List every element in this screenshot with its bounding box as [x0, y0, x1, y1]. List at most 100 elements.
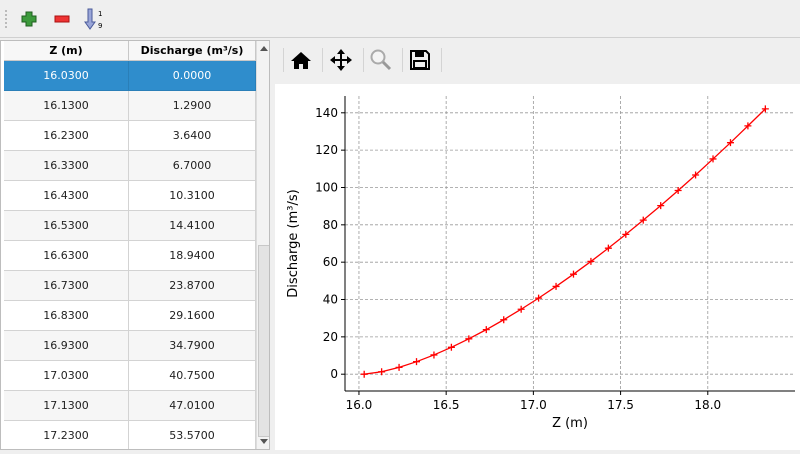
data-table: Z (m) Discharge (m³/s) 16.0300 0.0000 16.1… [0, 40, 270, 450]
data-point [726, 139, 734, 147]
table-row[interactable]: 16.9300 34.7900 [4, 331, 256, 361]
home-icon [291, 52, 311, 69]
add-row-button[interactable] [17, 7, 41, 31]
plot-toolbar [275, 40, 800, 80]
x-tick-label: 17.0 [520, 398, 547, 412]
discharge-cell[interactable]: 6.7000 [129, 151, 256, 181]
z-cell[interactable]: 16.5300 [4, 211, 129, 241]
z-cell[interactable]: 16.1300 [4, 91, 129, 121]
data-point [744, 122, 752, 130]
zoom-button[interactable] [367, 46, 395, 74]
discharge-cell[interactable]: 34.7900 [129, 331, 256, 361]
discharge-cell[interactable]: 53.5700 [129, 421, 256, 449]
scroll-thumb[interactable] [258, 245, 269, 437]
data-point [587, 257, 595, 265]
data-point [413, 358, 421, 366]
data-point [430, 351, 438, 359]
discharge-cell[interactable]: 29.1600 [129, 301, 256, 331]
table-row[interactable]: 16.1300 1.2900 [4, 91, 256, 121]
column-header-z[interactable]: Z (m) [4, 41, 129, 60]
svg-text:1: 1 [98, 10, 102, 18]
data-point [517, 305, 525, 313]
y-tick-label: 40 [323, 293, 338, 307]
table-row[interactable]: 17.0300 40.7500 [4, 361, 256, 391]
move-icon [330, 49, 352, 71]
data-point [639, 216, 647, 224]
z-cell[interactable]: 16.6300 [4, 241, 129, 271]
table-header: Z (m) Discharge (m³/s) [4, 41, 256, 61]
discharge-cell[interactable]: 47.0100 [129, 391, 256, 421]
table-row[interactable]: 16.4300 10.3100 [4, 181, 256, 211]
x-tick-label: 18.0 [694, 398, 721, 412]
z-cell[interactable]: 16.4300 [4, 181, 129, 211]
sort-ascending-icon: 19 [84, 8, 102, 30]
data-point [500, 316, 508, 324]
z-cell[interactable]: 16.2300 [4, 121, 129, 151]
discharge-cell[interactable]: 14.4100 [129, 211, 256, 241]
discharge-cell[interactable]: 40.7500 [129, 361, 256, 391]
table-row[interactable]: 16.3300 6.7000 [4, 151, 256, 181]
y-tick-label: 0 [330, 367, 338, 381]
x-tick-label: 16.0 [346, 398, 373, 412]
z-cell[interactable]: 16.8300 [4, 301, 129, 331]
discharge-cell[interactable]: 1.2900 [129, 91, 256, 121]
discharge-cell[interactable]: 18.9400 [129, 241, 256, 271]
discharge-cell[interactable]: 10.3100 [129, 181, 256, 211]
remove-row-button[interactable] [50, 7, 74, 31]
z-cell[interactable]: 16.0300 [4, 61, 129, 91]
floppy-disk-icon [410, 50, 430, 70]
data-point [674, 186, 682, 194]
y-tick-label: 60 [323, 255, 338, 269]
table-row[interactable]: 16.0300 0.0000 [4, 61, 256, 91]
table-row[interactable]: 16.6300 18.9400 [4, 241, 256, 271]
svg-text:9: 9 [98, 22, 102, 30]
y-tick-label: 100 [315, 180, 338, 194]
z-cell[interactable]: 16.9300 [4, 331, 129, 361]
x-axis-label: Z (m) [552, 416, 588, 431]
plus-icon [21, 11, 37, 27]
data-point [692, 171, 700, 179]
discharge-cell[interactable]: 0.0000 [129, 61, 256, 91]
y-tick-label: 20 [323, 330, 338, 344]
table-row[interactable]: 16.8300 29.1600 [4, 301, 256, 331]
discharge-chart: 16.0 16.5 17.0 17.5 18.0 0 20 40 60 80 100 120 140 Z … [286, 96, 795, 431]
plot-canvas[interactable]: 16.0 16.5 17.0 17.5 18.0 0 20 40 60 80 100 120 140 Z … [275, 84, 800, 450]
table-row[interactable]: 16.2300 3.6400 [4, 121, 256, 151]
data-point [447, 343, 455, 351]
data-point [465, 335, 473, 343]
home-button[interactable] [287, 46, 315, 74]
z-cell[interactable]: 16.3300 [4, 151, 129, 181]
save-button[interactable] [406, 46, 434, 74]
data-point [552, 282, 560, 290]
data-point [569, 270, 577, 278]
table-row[interactable]: 17.2300 53.5700 [4, 421, 256, 449]
z-cell[interactable]: 17.0300 [4, 361, 129, 391]
z-cell[interactable]: 17.1300 [4, 391, 129, 421]
pan-button[interactable] [327, 46, 355, 74]
y-tick-label: 120 [315, 143, 338, 157]
table-row[interactable]: 16.7300 23.8700 [4, 271, 256, 301]
toolbar-grip[interactable] [5, 10, 8, 28]
column-header-discharge[interactable]: Discharge (m³/s) [129, 41, 256, 60]
discharge-cell[interactable]: 3.6400 [129, 121, 256, 151]
data-point [657, 202, 665, 210]
data-point [535, 294, 543, 302]
table-row[interactable]: 17.1300 47.0100 [4, 391, 256, 421]
data-point [604, 244, 612, 252]
plot-panel: 16.0 16.5 17.0 17.5 18.0 0 20 40 60 80 100 120 140 Z … [275, 40, 800, 450]
data-point [482, 326, 490, 334]
data-point [395, 363, 403, 371]
z-cell[interactable]: 17.2300 [4, 421, 129, 449]
minus-icon [54, 15, 70, 23]
scroll-down-icon[interactable] [260, 439, 268, 444]
x-tick-label: 16.5 [433, 398, 460, 412]
scroll-up-icon[interactable] [260, 46, 268, 51]
data-point [378, 368, 386, 376]
table-row[interactable]: 16.5300 14.4100 [4, 211, 256, 241]
discharge-cell[interactable]: 23.8700 [129, 271, 256, 301]
z-cell[interactable]: 16.7300 [4, 271, 129, 301]
vertical-scrollbar[interactable] [256, 41, 269, 449]
y-tick-label: 140 [315, 106, 338, 120]
